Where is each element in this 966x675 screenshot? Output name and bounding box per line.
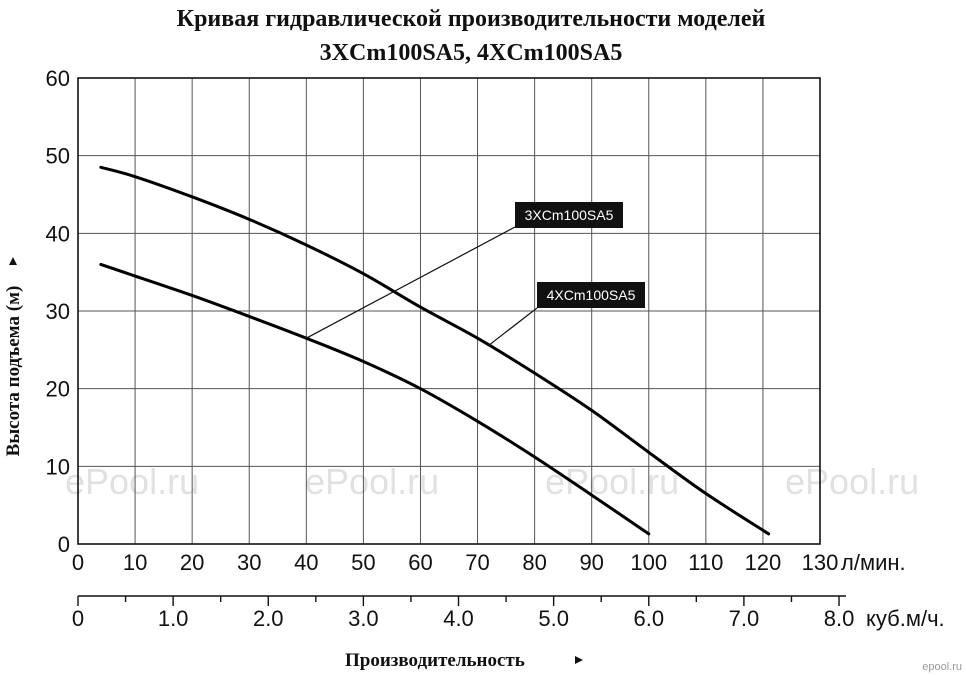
watermark-text: ePool.ru — [785, 461, 919, 502]
x-tick-label: 60 — [408, 550, 432, 575]
x-tick-labels-lmin: 0 10 20 30 40 50 60 70 80 90 100 110 120 130 — [72, 550, 838, 575]
legend-box — [515, 202, 623, 228]
x2-tick-label: 2.0 — [253, 606, 284, 631]
x-tick-label: 0 — [72, 550, 84, 575]
legend-callouts: 3XCm100SA5 4XCm100SA5 — [306, 202, 645, 346]
y-tick-label: 10 — [46, 454, 70, 479]
y-axis-arrow-icon — [9, 257, 17, 265]
y-tick-label: 40 — [46, 221, 70, 246]
watermark-text: ePool.ru — [545, 461, 679, 502]
watermark-text: ePool.ru — [65, 461, 199, 502]
watermark-text: ePool.ru — [305, 461, 439, 502]
x-tick-label: 40 — [294, 550, 318, 575]
series-line-0 — [99, 262, 651, 536]
y-axis-title: Высота подъема (м) — [3, 286, 24, 457]
x2-tick-label: 5.0 — [538, 606, 569, 631]
legend-box — [537, 282, 645, 308]
x2-tick-label: 7.0 — [729, 606, 760, 631]
y-tick-label: 60 — [46, 66, 70, 91]
x-tick-label: 10 — [123, 550, 147, 575]
callout-leader — [306, 226, 516, 339]
x-tick-label: 20 — [180, 550, 204, 575]
x-tick-label: 110 — [688, 550, 723, 575]
x2-tick-label: 6.0 — [633, 606, 664, 631]
x-tick-labels-m3h: 0 1.0 2.0 3.0 4.0 5.0 6.0 7.0 8.0 — [72, 596, 854, 631]
x-tick-label: 80 — [522, 550, 546, 575]
x2-tick-label: 3.0 — [348, 606, 379, 631]
x2-tick-label: 1.0 — [158, 606, 189, 631]
grid — [78, 78, 820, 544]
x2-tick-label: 4.0 — [443, 606, 474, 631]
chart-subtitle: 3XCm100SA5, 4XCm100SA5 — [320, 40, 623, 66]
watermark-layer: ePool.ru ePool.ru ePool.ru ePool.ru — [65, 461, 919, 502]
y-tick-label: 0 — [58, 532, 70, 557]
y-tick-label: 30 — [46, 299, 70, 324]
chart-title: Кривая гидравлической производительности… — [177, 6, 766, 32]
x-tick-label: 50 — [351, 550, 375, 575]
y-tick-label: 50 — [46, 144, 70, 169]
y-tick-label: 20 — [46, 377, 70, 402]
x-tick-label: 30 — [237, 550, 261, 575]
series-line-1 — [99, 165, 771, 536]
x-unit-secondary: куб.м/ч. — [866, 606, 945, 631]
x-tick-label: 90 — [579, 550, 603, 575]
x-tick-label: 100 — [630, 550, 667, 575]
plot-frame — [77, 77, 821, 545]
x-axis-title: Производительность — [345, 650, 525, 671]
x-tick-label: 120 — [745, 550, 782, 575]
x2-tick-label: 0 — [72, 606, 84, 631]
x-tick-label: 130 — [802, 550, 839, 575]
legend-label: 3XCm100SA5 — [525, 207, 614, 223]
corner-watermark: epool.ru — [922, 661, 962, 673]
legend-label: 4XCm100SA5 — [547, 287, 636, 303]
x2-tick-label: 8.0 — [824, 606, 855, 631]
callout-leader — [488, 307, 538, 346]
y-tick-labels: 0 10 20 30 40 50 60 — [46, 66, 70, 557]
x-unit-primary: л/мин. — [841, 550, 906, 575]
curves — [99, 165, 771, 536]
x-tick-label: 70 — [465, 550, 489, 575]
x-axis-arrow-icon — [575, 656, 583, 664]
